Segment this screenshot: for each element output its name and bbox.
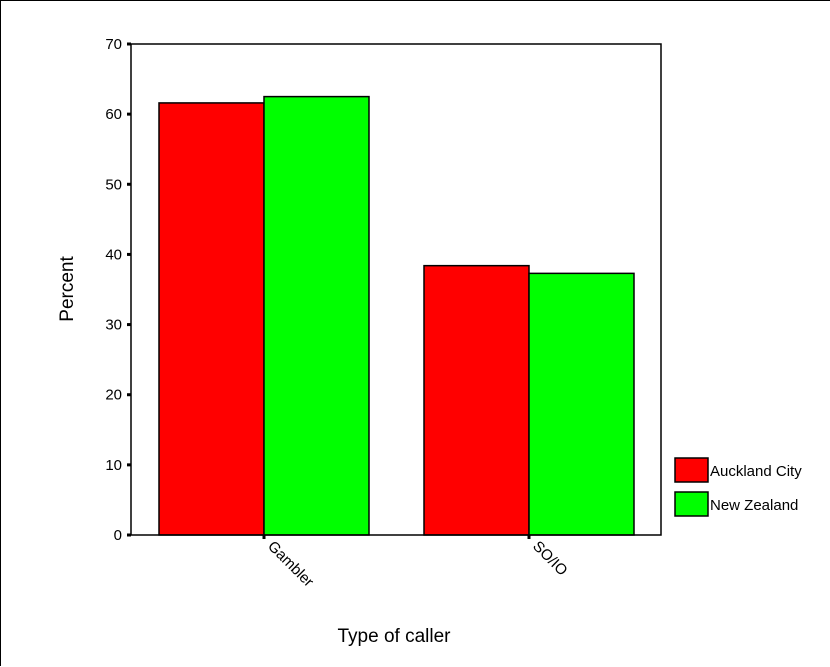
x-axis: Gambler SO/IO (262, 535, 571, 591)
bar-new-zealand-so-io (528, 272, 635, 536)
legend-label: New Zealand (710, 497, 798, 514)
y-axis-title: Percent (57, 256, 78, 322)
x-category-label: Gambler (264, 538, 317, 591)
y-axis: 0 10 20 30 40 50 60 70 (105, 36, 131, 544)
y-tick-label: 30 (105, 317, 122, 334)
legend: Auckland City New Zealand (674, 457, 802, 517)
bar-auckland-city-so-io (423, 264, 530, 536)
y-tick-label: 10 (105, 457, 122, 474)
y-tick-label: 20 (105, 387, 122, 404)
y-tick-label: 0 (114, 527, 122, 544)
legend-swatch (674, 491, 709, 517)
bar-auckland-city-gambler (158, 102, 265, 536)
bar-new-zealand-gambler (263, 95, 370, 536)
y-tick-label: 40 (105, 246, 122, 263)
legend-label: Auckland City (710, 463, 802, 480)
y-tick-label: 60 (105, 106, 122, 123)
y-tick-label: 70 (105, 36, 122, 53)
plot-area-frame (130, 43, 662, 536)
x-category-label: SO/IO (529, 538, 570, 579)
bars-group (158, 95, 635, 536)
y-tick-label: 50 (105, 176, 122, 193)
x-axis-title: Type of caller (338, 626, 452, 647)
legend-swatch (674, 457, 709, 483)
